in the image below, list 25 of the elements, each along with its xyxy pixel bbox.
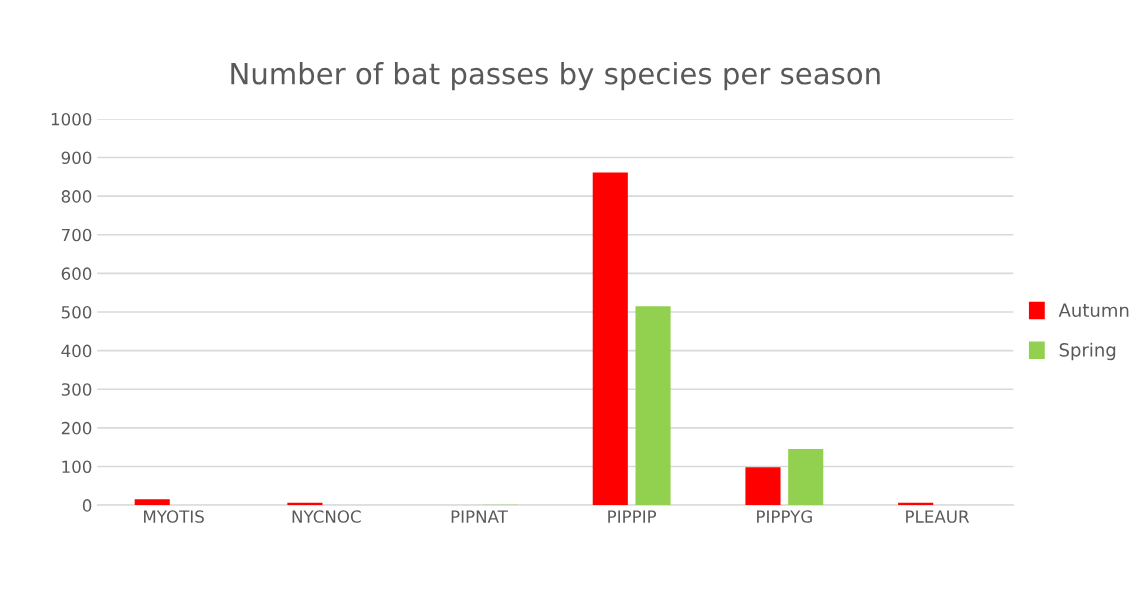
legend-label: Autumn	[1058, 303, 1129, 317]
x-tick-label: PLEAUR	[906, 510, 970, 523]
y-tick-label: 100	[62, 460, 92, 474]
x-tick-label: PIPPIP	[608, 510, 657, 523]
y-tick-label: 700	[61, 228, 92, 242]
y-tick-label: 0	[82, 499, 92, 512]
y-tick-label: 200	[61, 421, 92, 435]
y-tick-label: 300	[61, 383, 92, 396]
y-tick-label: 400	[61, 344, 92, 358]
x-tick-label: PIPNAT	[451, 510, 508, 523]
x-tick-label: NYCNOC	[292, 510, 361, 523]
y-tick-label: 500	[61, 305, 92, 319]
y-tick-label: 1000	[51, 112, 92, 126]
bar	[592, 172, 628, 506]
x-tick-label: MYOTIS	[144, 510, 204, 523]
bar	[635, 306, 671, 506]
y-tick-label: 600	[61, 267, 92, 280]
bar	[134, 499, 170, 506]
chart-title: Number of bat passes by species per season	[231, 62, 880, 91]
bar	[788, 449, 824, 506]
legend-label: Spring	[1059, 342, 1116, 361]
bar	[745, 467, 781, 506]
y-tick-label: 900	[61, 151, 92, 165]
x-tick-label: PIPPYG	[757, 510, 812, 523]
y-tick-label: 800	[61, 190, 92, 203]
